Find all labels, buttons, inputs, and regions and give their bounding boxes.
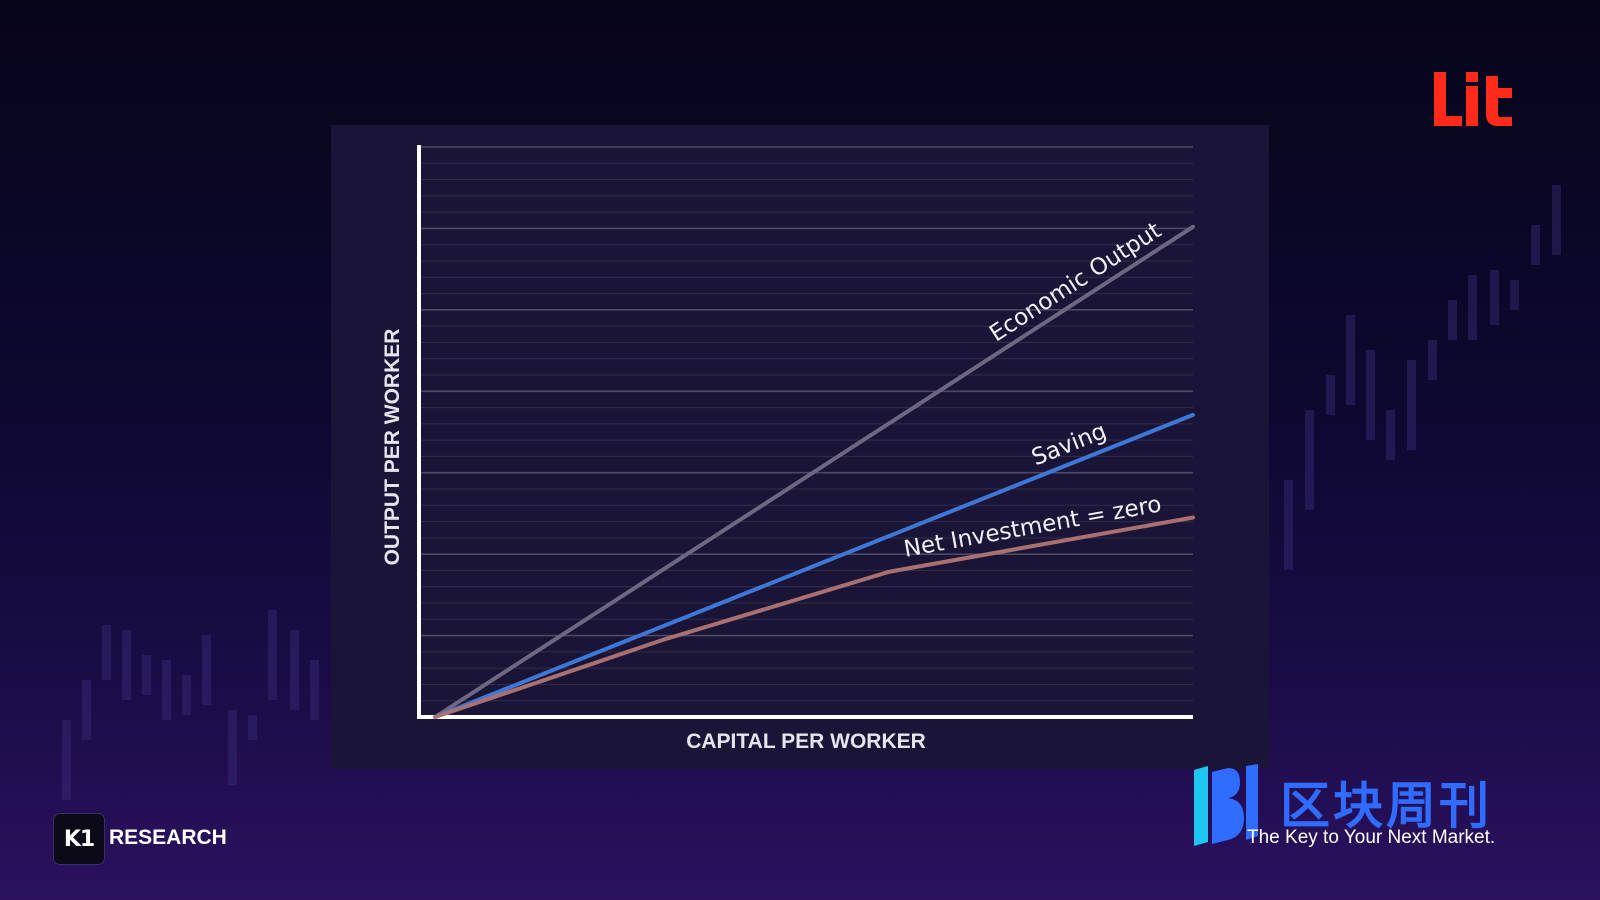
background-candle bbox=[1490, 270, 1499, 325]
series-line-economic-output bbox=[433, 224, 1195, 719]
background-candle bbox=[1428, 340, 1437, 380]
background-candle bbox=[1468, 275, 1477, 340]
background-candle bbox=[1386, 410, 1395, 460]
qkzk-logo-icon bbox=[1194, 764, 1258, 846]
series-line-net-investment-zero bbox=[433, 515, 1195, 719]
background-candle bbox=[1346, 315, 1355, 405]
background-candle bbox=[1305, 410, 1314, 510]
background-candle bbox=[248, 715, 257, 740]
background-candle bbox=[1284, 480, 1293, 570]
background-candle bbox=[1326, 375, 1335, 415]
y-axis-label: OUTPUT PER WORKER bbox=[381, 329, 404, 566]
series-line-saving bbox=[433, 412, 1195, 719]
background-candle bbox=[310, 660, 319, 720]
background-candle bbox=[1448, 300, 1457, 340]
k1-logo: K1 bbox=[53, 813, 105, 865]
background-candle bbox=[268, 610, 277, 700]
background-candle bbox=[162, 660, 171, 720]
series-label-economic-output: Economic Output bbox=[985, 218, 1166, 348]
background-candle bbox=[1366, 350, 1375, 440]
background-candle bbox=[1552, 185, 1561, 255]
background-candle bbox=[290, 630, 299, 710]
background-candle bbox=[142, 655, 151, 695]
series-label-net-investment-zero: Net Investment = zero bbox=[902, 491, 1164, 562]
background-candle bbox=[202, 635, 211, 705]
qkzk-wordmark: 区块周刊 bbox=[1280, 777, 1492, 835]
chart-panel: Economic Output Saving Net Investment = ze… bbox=[331, 125, 1269, 769]
background-candle bbox=[1531, 225, 1540, 265]
background-candle bbox=[1407, 360, 1416, 450]
x-axis-label: CAPITAL PER WORKER bbox=[686, 730, 926, 753]
background-candle bbox=[82, 680, 91, 740]
background-candle bbox=[122, 630, 131, 700]
background-candle bbox=[228, 710, 237, 785]
background-candle bbox=[102, 625, 111, 680]
research-label: RESEARCH bbox=[109, 826, 227, 849]
background-candle bbox=[62, 720, 71, 800]
background-candle bbox=[1510, 280, 1519, 310]
lit-logo bbox=[1434, 72, 1512, 126]
tagline: The Key to Your Next Market. bbox=[1247, 827, 1496, 848]
background-candle bbox=[182, 675, 191, 715]
